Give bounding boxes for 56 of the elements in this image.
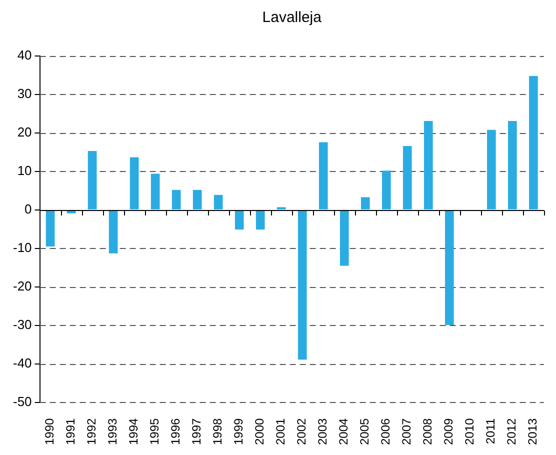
bar	[108, 210, 118, 254]
y-tick-label: -10	[12, 240, 32, 255]
x-tick-label: 2013	[526, 418, 540, 446]
bar	[445, 210, 454, 325]
bar	[402, 146, 412, 210]
bar	[256, 210, 265, 230]
x-tick-label: 1996	[168, 418, 183, 446]
x-tick-label: 1993	[106, 418, 120, 446]
y-tick-label: 0	[24, 201, 32, 216]
x-tick-label: 1995	[148, 418, 162, 446]
bar	[214, 194, 223, 210]
x-tick-label: 1997	[190, 418, 204, 446]
bar	[298, 210, 307, 360]
x-tick-label: 2008	[420, 418, 435, 446]
y-tick-label: 30	[17, 86, 32, 102]
x-tick-label: 2004	[336, 418, 351, 446]
bar	[150, 174, 160, 210]
bar	[424, 121, 433, 210]
y-tick-label: -40	[12, 355, 32, 370]
x-tick-label: 2010	[462, 418, 477, 446]
x-tick-label: 2006	[378, 418, 393, 446]
x-tick-label: 2001	[274, 418, 288, 446]
y-tick-label: 40	[17, 48, 32, 63]
x-tick-label: 1990	[42, 418, 57, 446]
bar	[360, 197, 370, 210]
bar	[192, 190, 202, 210]
x-tick-label: 1998	[210, 418, 225, 446]
x-tick-label: 2002	[294, 418, 309, 446]
bar	[234, 210, 244, 230]
bar	[382, 170, 391, 210]
x-tick-label: 1992	[84, 418, 99, 446]
x-tick-label: 1999	[232, 418, 246, 446]
x-tick-label: 2012	[504, 418, 519, 446]
bar	[318, 142, 328, 210]
y-tick-label: -50	[12, 394, 32, 409]
y-tick-label: 10	[17, 163, 32, 178]
bar	[508, 121, 517, 210]
bar	[46, 210, 55, 246]
bar	[130, 157, 139, 210]
x-tick-label: 2000	[252, 418, 267, 446]
bar	[88, 151, 97, 210]
x-tick-label: 2011	[484, 418, 498, 444]
bar	[487, 130, 496, 210]
bar	[172, 190, 181, 210]
x-tick-label: 1994	[126, 418, 141, 446]
x-tick-label: 2007	[400, 418, 414, 446]
x-tick-label: 2003	[316, 418, 330, 446]
x-tick-label: 1991	[64, 418, 78, 446]
y-tick-label: 20	[17, 124, 32, 140]
chart-title: Lavalleja	[262, 9, 322, 26]
bar	[340, 210, 349, 266]
x-tick-label: 2005	[358, 418, 372, 446]
bar	[529, 76, 538, 210]
x-tick-label: 2009	[442, 418, 456, 446]
y-tick-label: -30	[12, 316, 32, 332]
y-tick-label: -20	[12, 278, 32, 294]
